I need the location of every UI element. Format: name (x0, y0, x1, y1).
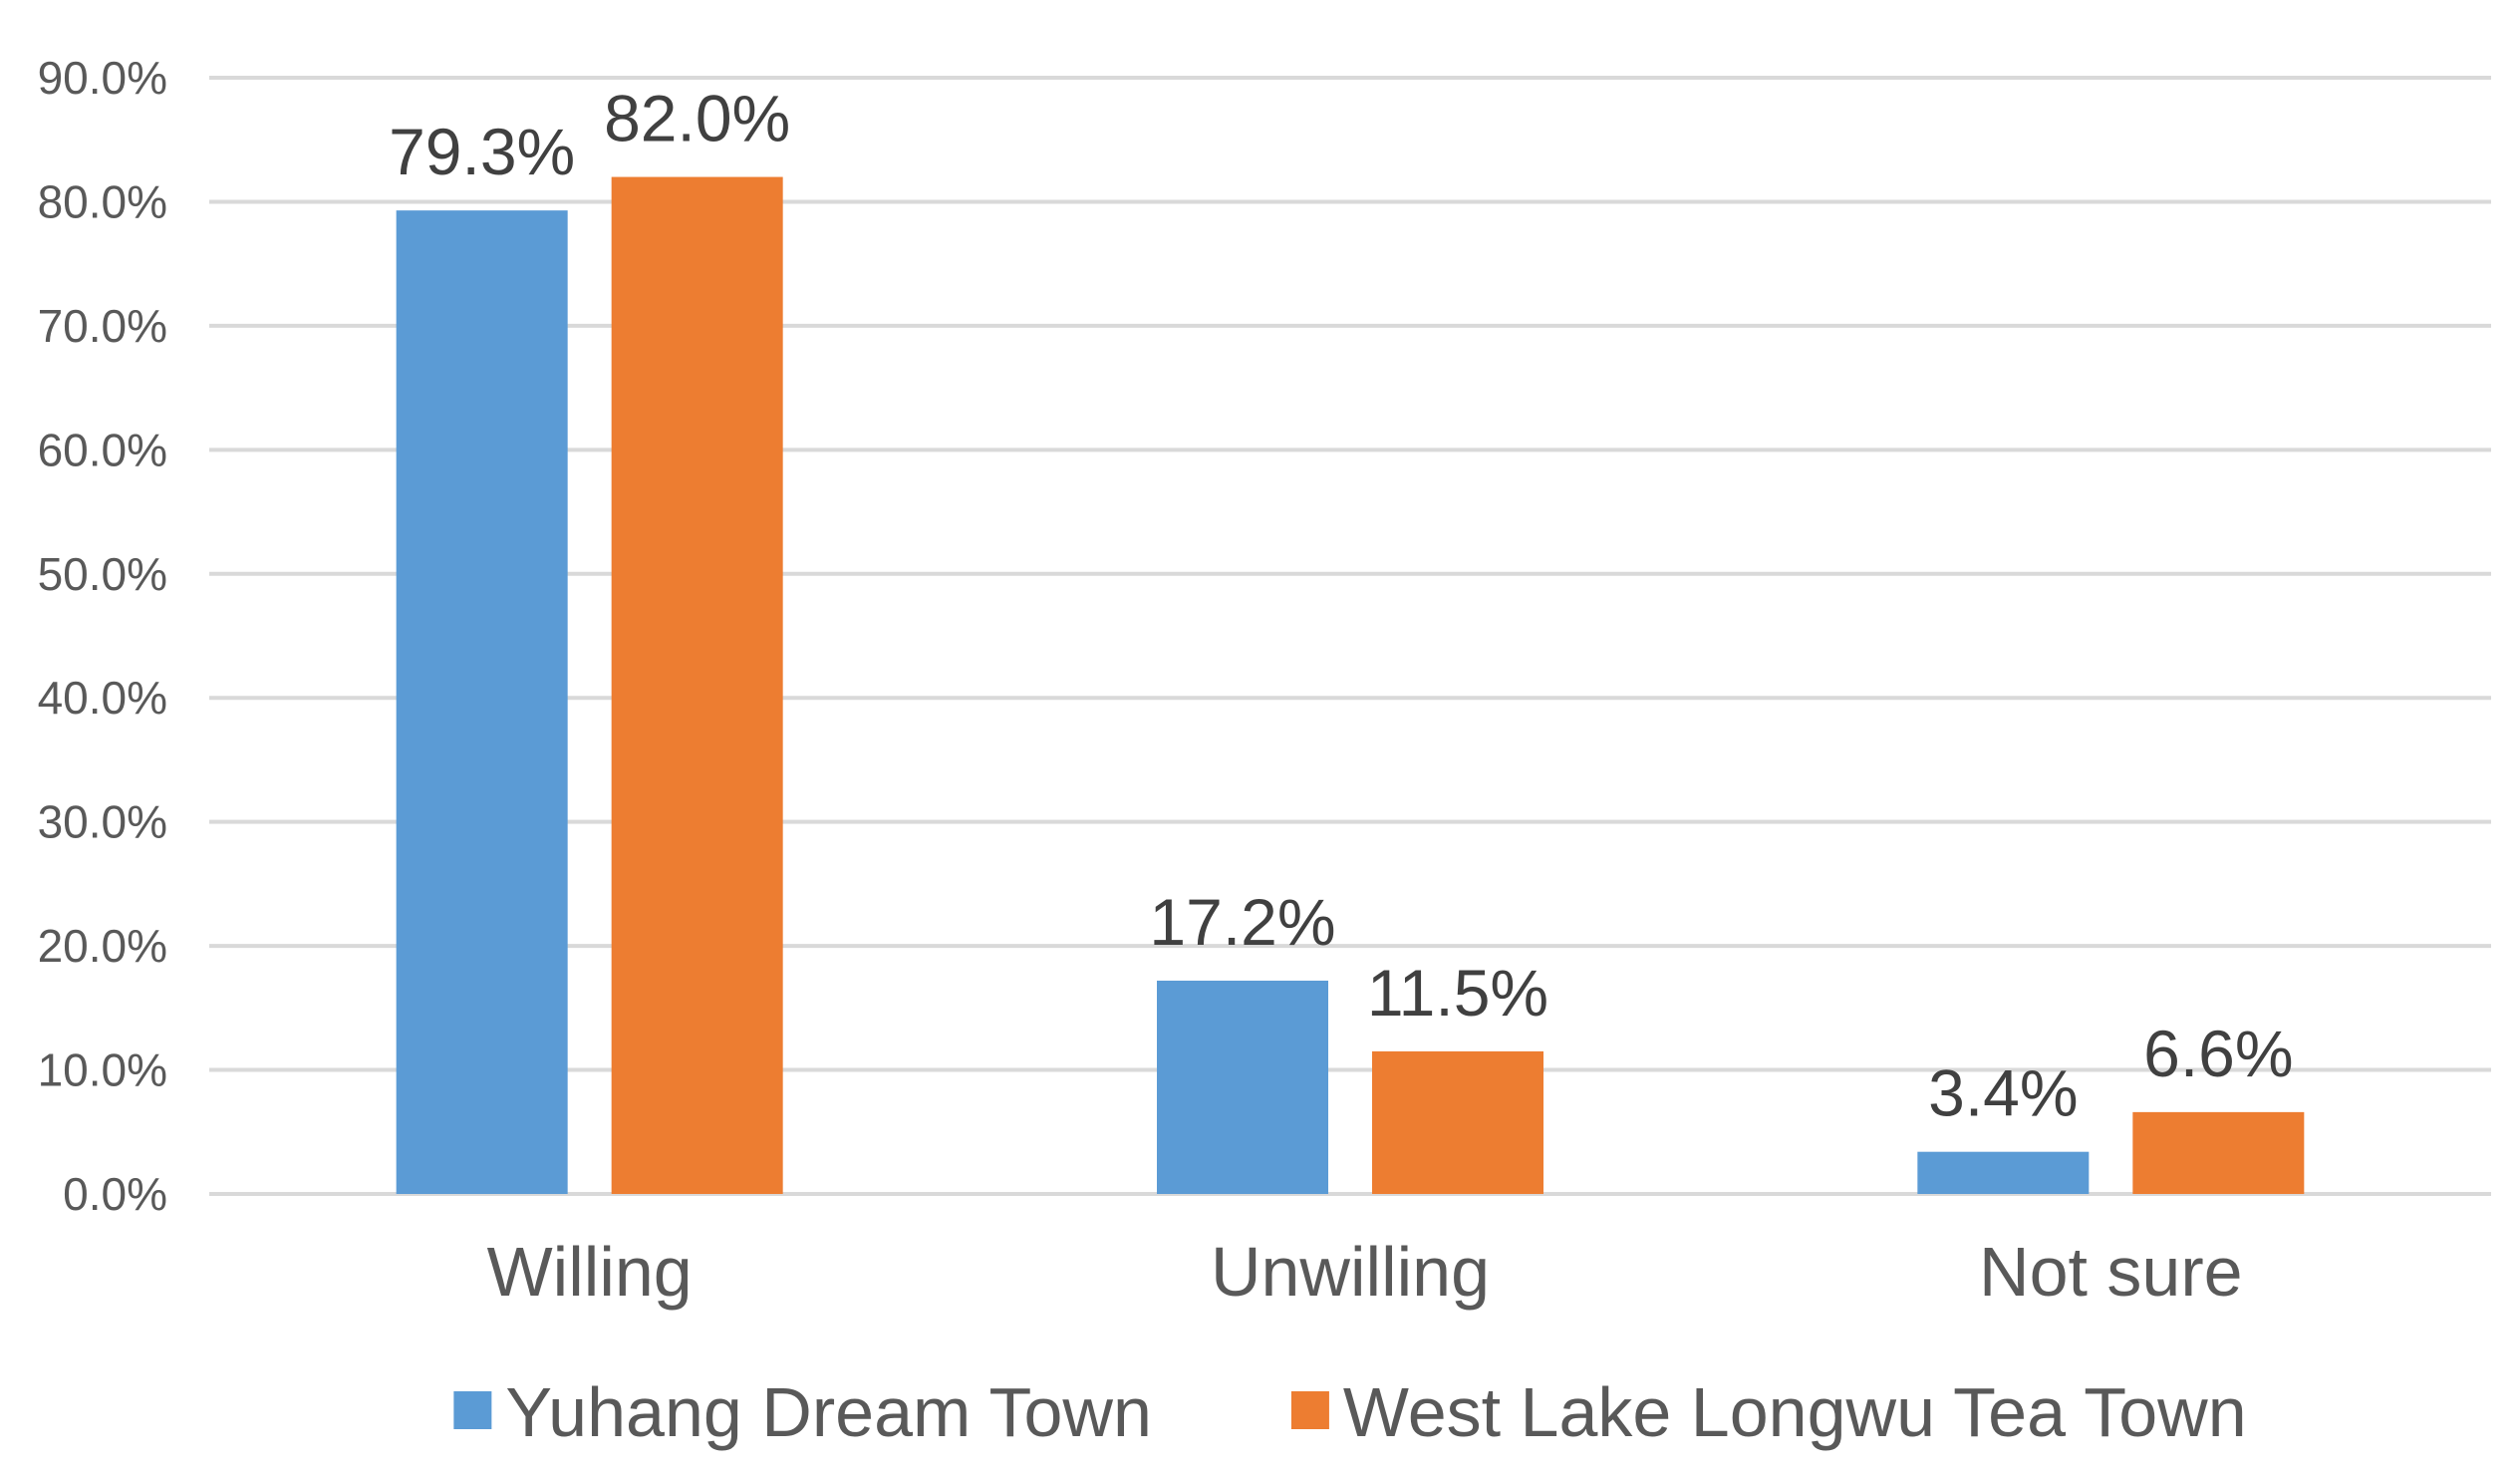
data-label: 17.2% (1149, 885, 1335, 959)
bar (611, 176, 783, 1195)
y-tick-label: 90.0% (38, 52, 167, 104)
data-label: 6.6% (2143, 1017, 2293, 1090)
data-label: 79.3% (389, 115, 575, 188)
legend-swatch (1290, 1391, 1329, 1429)
x-tick-label: Not sure (1979, 1233, 2243, 1311)
y-tick-label: 60.0% (38, 424, 167, 475)
y-tick-label: 30.0% (38, 796, 167, 848)
x-axis: Willing Unwilling Not sure (487, 1233, 2243, 1311)
bar (396, 210, 568, 1195)
y-tick-label: 40.0% (38, 672, 167, 724)
legend: Yuhang Dream Town West Lake Longwu Tea To… (453, 1373, 2247, 1451)
y-axis: 0.0% 10.0% 20.0% 30.0% 40.0% 50.0% 60.0% 70.0% 8… (38, 52, 167, 1220)
bar (1157, 980, 1328, 1194)
y-tick-label: 80.0% (38, 175, 167, 227)
legend-label: Yuhang Dream Town (505, 1373, 1152, 1451)
gridlines (209, 76, 2491, 1196)
y-tick-label: 10.0% (38, 1044, 167, 1096)
legend-swatch (453, 1391, 492, 1429)
bar (1372, 1050, 1543, 1194)
data-label: 82.0% (604, 82, 790, 155)
data-labels: 79.3% 82.0% 17.2% 11.5% 3.4% 6.6% (389, 82, 2293, 1130)
data-label: 3.4% (1928, 1056, 2078, 1130)
bar (2132, 1111, 2305, 1194)
bar (1917, 1151, 2090, 1194)
bars (396, 176, 2305, 1195)
x-tick-label: Willing (487, 1233, 693, 1311)
y-tick-label: 70.0% (38, 300, 167, 352)
y-tick-label: 20.0% (38, 920, 167, 972)
y-tick-label: 0.0% (63, 1168, 167, 1220)
y-tick-label: 50.0% (38, 548, 167, 600)
legend-label: West Lake Longwu Tea Town (1343, 1373, 2247, 1451)
x-tick-label: Unwilling (1211, 1233, 1490, 1311)
data-label: 11.5% (1367, 956, 1548, 1030)
